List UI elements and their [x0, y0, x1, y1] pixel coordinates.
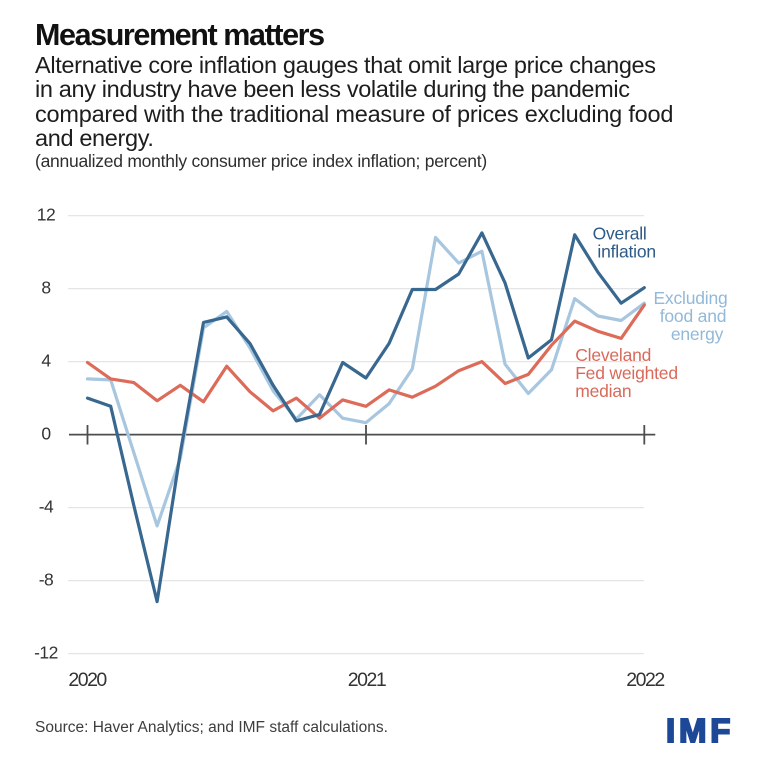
svg-text:Fed weighted: Fed weighted	[575, 363, 678, 383]
svg-text:inflation: inflation	[597, 242, 656, 262]
svg-text:-8: -8	[39, 570, 54, 590]
svg-text:-12: -12	[34, 643, 58, 663]
svg-text:12: 12	[37, 205, 55, 225]
svg-text:0: 0	[41, 424, 51, 444]
svg-text:median: median	[575, 381, 631, 401]
svg-text:Cleveland: Cleveland	[575, 345, 651, 365]
svg-text:8: 8	[41, 278, 50, 298]
svg-text:Overall: Overall	[593, 224, 647, 244]
svg-text:2021: 2021	[348, 669, 386, 691]
svg-text:4: 4	[41, 351, 51, 371]
svg-text:energy: energy	[671, 324, 724, 344]
svg-text:2022: 2022	[626, 669, 664, 691]
svg-text:food and: food and	[660, 306, 727, 326]
svg-text:Excluding: Excluding	[653, 288, 727, 308]
svg-text:-4: -4	[39, 497, 54, 517]
svg-text:2020: 2020	[68, 669, 107, 691]
